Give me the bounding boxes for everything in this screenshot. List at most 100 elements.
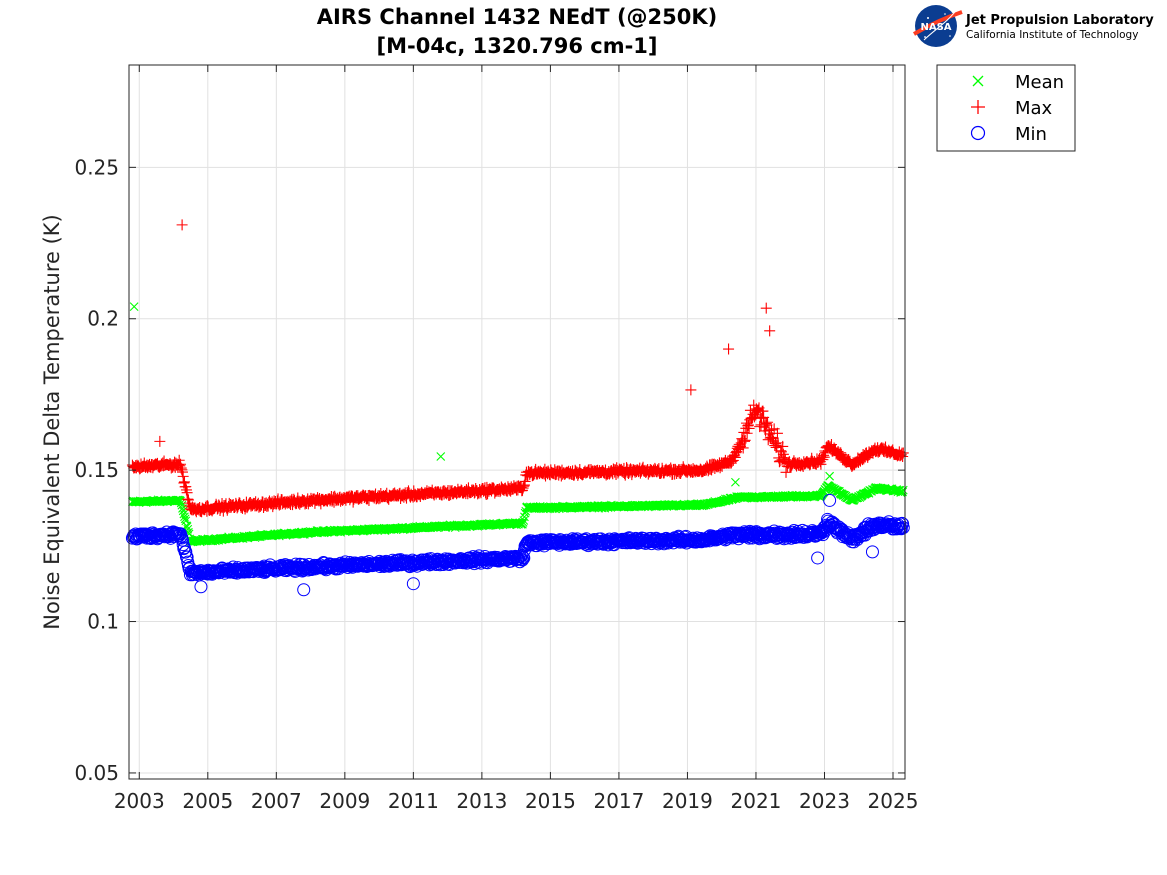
max-point [685,384,697,396]
max-point [835,447,847,459]
max-point [518,480,530,492]
max-point [744,414,756,426]
min-point [297,583,311,597]
max-point [737,442,749,454]
max-point [818,451,830,463]
max-point [818,449,830,461]
x-tick-label: 2023 [799,789,850,813]
jpl-logo-name: Jet Propulsion Laboratory [965,13,1154,28]
x-axis: 2003 2005 2007 2009 2011 2013 2015 2017 2019 2021… [114,65,919,813]
x-tick-label: 2007 [251,789,302,813]
legend-marker-max [971,100,985,114]
max-point [764,325,776,337]
x-tick-label: 2021 [731,789,782,813]
series-min [125,493,910,597]
min-point [406,577,420,591]
max-point [742,420,754,432]
max-point [780,466,792,478]
max-point [181,487,193,499]
min-point [894,522,908,536]
mean-point [898,485,908,495]
axes-box [128,64,906,780]
legend-item-mean: Mean [972,72,1064,93]
max-point [767,433,779,445]
legend-box [936,64,1076,152]
max-point [754,421,766,433]
max-point [725,457,737,469]
mean-point [520,512,529,522]
legend-label-mean: Mean [1015,72,1064,93]
min-point [513,555,527,569]
max-point [750,403,762,415]
max-point [775,446,787,458]
x-tick-label: 2013 [456,789,507,813]
min-point [823,493,837,507]
max-point [176,466,188,478]
max-point [760,302,772,314]
max-point [739,435,751,447]
min-point [175,533,189,547]
max-point [817,454,829,466]
legend-label-min: Min [1015,124,1047,145]
legend-item-max: Max [971,98,1053,119]
x-tick-label: 2009 [319,789,370,813]
max-point [176,464,188,476]
mean-point [518,518,528,527]
y-axis-label: Noise Equivalent Delta Temperature (K) [40,214,64,630]
x-tick-label: 2011 [388,789,439,813]
min-point [516,550,530,564]
max-point [741,427,753,439]
max-point [723,343,735,355]
plot-area [129,65,905,779]
max-point [177,470,189,482]
mean-point [519,516,529,525]
legend: Mean Max Min [936,64,1076,152]
max-point [154,435,166,447]
series-mean [128,302,908,547]
max-point [777,440,789,452]
chart-title: AIRS Channel 1432 NEdT (@250K) [317,5,718,29]
mean-point [825,471,835,481]
x-tick-label: 2025 [868,789,919,813]
series-max [126,219,909,518]
y-tick-label: 0.2 [87,307,119,331]
min-point [896,517,910,531]
legend-marker-min [970,125,986,141]
x-tick-label: 2003 [114,789,165,813]
max-point [771,439,783,451]
y-tick-label: 0.15 [74,458,119,482]
x-tick-label: 2017 [593,789,644,813]
max-point [756,412,768,424]
jpl-logo-subtitle: California Institute of Technology [966,29,1138,41]
mean-point [731,477,740,487]
max-point [761,419,773,431]
max-point [517,482,529,494]
y-tick-label: 0.1 [87,610,119,634]
x-tick-label: 2015 [525,789,576,813]
mean-point [129,302,139,312]
max-point [762,416,774,428]
min-point [896,521,910,535]
legend-label-max: Max [1015,98,1053,119]
max-point [897,447,909,459]
min-point [194,580,208,594]
max-point [178,476,190,488]
min-point [865,545,879,559]
jpl-logo: NASA Jet Propulsion Laboratory Californi… [912,5,1154,47]
legend-item-min: Min [970,124,1047,145]
max-point [176,219,188,231]
mean-point [436,452,446,461]
y-axis: 0.05 0.1 0.15 0.2 0.25 [74,155,905,785]
max-point [733,443,745,455]
nasa-badge-text: NASA [920,22,951,33]
min-point [179,545,193,559]
min-point [386,553,400,567]
max-point [727,454,739,466]
max-point [757,405,769,417]
min-point [195,567,209,581]
legend-marker-mean [972,75,984,87]
min-point [811,551,825,565]
y-tick-label: 0.05 [74,761,119,785]
chart-subtitle: [M-04c, 1320.796 cm-1] [377,34,658,58]
